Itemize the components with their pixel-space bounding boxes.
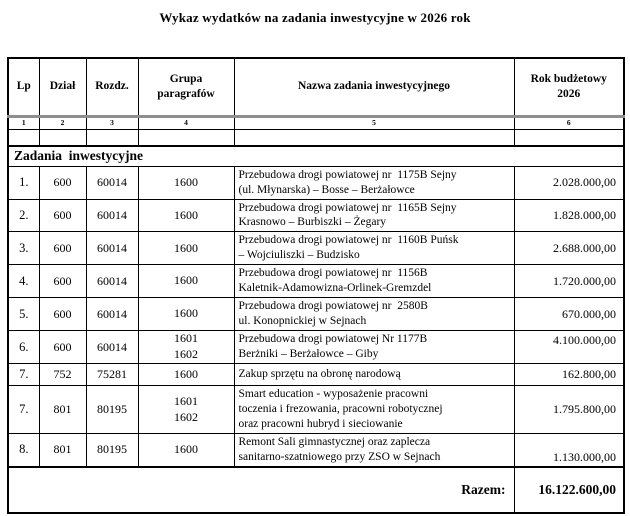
row-kwota: 1.130.000,00 xyxy=(513,432,625,468)
row-grupa-paragrafow: 1600 xyxy=(137,198,235,233)
row-dzial: 600 xyxy=(38,297,87,331)
row-rozdz: 60014 xyxy=(85,231,139,266)
row-grupa-paragrafow: 1600 xyxy=(137,432,235,468)
row-kwota: 2.028.000,00 xyxy=(513,165,625,200)
spacer-cell xyxy=(38,128,87,147)
row-nazwa-zadania: Przebudowa drogi powiatowej nr 1156B Kal… xyxy=(233,264,515,299)
row-grupa-paragrafow: 1600 xyxy=(137,264,235,299)
row-nazwa-zadania: Remont Sali gimnastycznej oraz zaplecza … xyxy=(233,432,515,468)
row-nazwa-zadania: Smart education - wyposażenie pracowni t… xyxy=(233,385,515,434)
row-kwota: 1.720.000,00 xyxy=(513,264,625,299)
spacer-cell xyxy=(233,128,515,147)
col-header-rozdz: Rozdz. xyxy=(85,57,139,117)
row-rozdz: 60014 xyxy=(85,330,139,364)
table-row: 7. 801 80195 1601 1602 Smart education -… xyxy=(7,385,625,434)
row-kwota: 4.100.000,00 xyxy=(513,330,625,364)
row-lp: 4. xyxy=(7,264,40,299)
page-title: Wykaz wydatków na zadania inwestycyjne w… xyxy=(159,10,471,25)
row-lp: 7. xyxy=(7,363,40,386)
row-nazwa-zadania: Przebudowa drogi powiatowej nr 1160B Puń… xyxy=(233,231,515,266)
row-rozdz: 80195 xyxy=(85,432,139,468)
row-dzial: 752 xyxy=(38,363,87,386)
column-numbers-row: 1 2 3 4 5 6 xyxy=(7,114,625,130)
investment-expenses-table: Lp Dział Rozdz. Grupa paragrafów Nazwa z… xyxy=(7,57,625,514)
row-dzial: 801 xyxy=(38,432,87,468)
row-nazwa-zadania: Przebudowa drogi powiatowej nr 1165B Sej… xyxy=(233,198,515,233)
col-number-4: 4 xyxy=(137,114,235,130)
section-header: Zadania inwestycyjne xyxy=(7,145,625,167)
row-grupa-paragrafow: 1600 xyxy=(137,297,235,331)
spacer-cell xyxy=(137,128,235,147)
row-rozdz: 60014 xyxy=(85,264,139,299)
row-dzial: 600 xyxy=(38,165,87,200)
row-lp: 6. xyxy=(7,330,40,364)
col-number-2: 2 xyxy=(38,114,87,130)
col-number-1: 1 xyxy=(7,114,40,130)
col-header-nazwa-zadania: Nazwa zadania inwestycyjnego xyxy=(233,57,515,117)
row-dzial: 801 xyxy=(38,385,87,434)
row-lp: 8. xyxy=(7,432,40,468)
row-kwota: 1.828.000,00 xyxy=(513,198,625,233)
row-nazwa-zadania: Przebudowa drogi powiatowej nr 2580B ul.… xyxy=(233,297,515,331)
row-dzial: 600 xyxy=(38,330,87,364)
table-row: 5. 600 60014 1600 Przebudowa drogi powia… xyxy=(7,297,625,331)
row-lp: 2. xyxy=(7,198,40,233)
spacer-row xyxy=(7,128,625,147)
table-row: 8. 801 80195 1600 Remont Sali gimnastycz… xyxy=(7,432,625,468)
table-row: 7. 752 75281 1600 Zakup sprzętu na obron… xyxy=(7,363,625,386)
row-lp: 3. xyxy=(7,231,40,266)
row-dzial: 600 xyxy=(38,198,87,233)
row-lp: 5. xyxy=(7,297,40,331)
row-grupa-paragrafow: 1600 xyxy=(137,231,235,266)
col-number-5: 5 xyxy=(233,114,515,130)
row-kwota: 2.688.000,00 xyxy=(513,231,625,266)
table-row: 2. 600 60014 1600 Przebudowa drogi powia… xyxy=(7,198,625,233)
row-nazwa-zadania: Przebudowa drogi powiatowej Nr 1177B Ber… xyxy=(233,330,515,364)
row-rozdz: 80195 xyxy=(85,385,139,434)
col-header-dzial: Dział xyxy=(38,57,87,117)
col-number-3: 3 xyxy=(85,114,139,130)
row-dzial: 600 xyxy=(38,264,87,299)
col-header-lp: Lp xyxy=(7,57,40,117)
row-grupa-paragrafow: 1600 xyxy=(137,363,235,386)
spacer-cell xyxy=(7,128,40,147)
col-header-rok-budzetowy: Rok budżetowy 2026 xyxy=(513,57,625,117)
table-row: 4. 600 60014 1600 Przebudowa drogi powia… xyxy=(7,264,625,299)
table-row: 3. 600 60014 1600 Przebudowa drogi powia… xyxy=(7,231,625,266)
row-rozdz: 60014 xyxy=(85,198,139,233)
header-row: Lp Dział Rozdz. Grupa paragrafów Nazwa z… xyxy=(7,57,625,117)
spacer-cell xyxy=(85,128,139,147)
col-number-6: 6 xyxy=(513,114,625,130)
table-row: 1. 600 60014 1600 Przebudowa drogi powia… xyxy=(7,165,625,200)
total-row: Razem: 16.122.600,00 xyxy=(7,465,625,514)
table-row: 6. 600 60014 1601 1602 Przebudowa drogi … xyxy=(7,330,625,364)
row-grupa-paragrafow: 1601 1602 xyxy=(137,385,235,434)
row-rozdz: 60014 xyxy=(85,297,139,331)
row-kwota: 670.000,00 xyxy=(513,297,625,331)
row-nazwa-zadania: Przebudowa drogi powiatowej nr 1175B Sej… xyxy=(233,165,515,200)
row-grupa-paragrafow: 1600 xyxy=(137,165,235,200)
total-value: 16.122.600,00 xyxy=(513,465,625,514)
row-nazwa-zadania: Zakup sprzętu na obronę narodową xyxy=(233,363,515,386)
row-dzial: 600 xyxy=(38,231,87,266)
row-kwota: 162.800,00 xyxy=(513,363,625,386)
row-grupa-paragrafow: 1601 1602 xyxy=(137,330,235,364)
row-lp: 7. xyxy=(7,385,40,434)
total-label: Razem: xyxy=(7,465,515,514)
row-kwota: 1.795.800,00 xyxy=(513,385,625,434)
row-lp: 1. xyxy=(7,165,40,200)
row-rozdz: 60014 xyxy=(85,165,139,200)
spacer-cell xyxy=(513,128,625,147)
row-rozdz: 75281 xyxy=(85,363,139,386)
section-header-row: Zadania inwestycyjne xyxy=(7,145,625,167)
col-header-grupa-paragrafow: Grupa paragrafów xyxy=(137,57,235,117)
